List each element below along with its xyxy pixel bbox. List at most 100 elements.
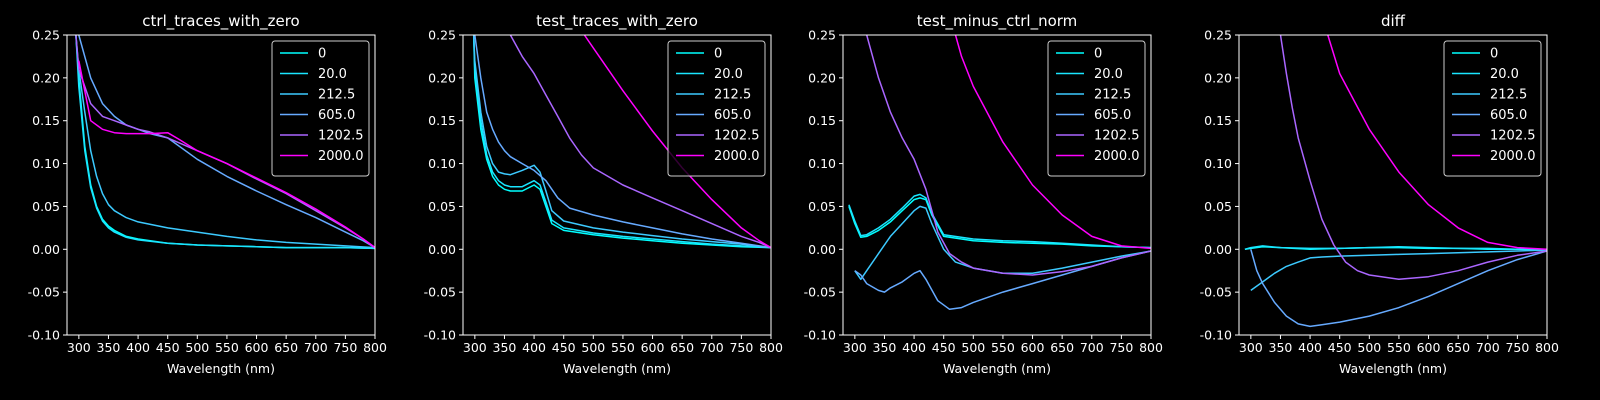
y-tick-label: 0.00	[32, 242, 60, 257]
x-tick-label: 650	[274, 340, 298, 355]
x-tick-label: 700	[1476, 340, 1500, 355]
y-tick-label: -0.10	[28, 328, 60, 343]
y-tick-label: 0.20	[428, 70, 456, 85]
series-line-1	[472, 35, 771, 249]
y-tick-label: 0.05	[428, 199, 456, 214]
x-tick-label: 600	[245, 340, 269, 355]
x-tick-label: 400	[522, 340, 546, 355]
y-tick-label: 0.05	[808, 199, 836, 214]
legend-label: 605.0	[318, 108, 355, 123]
legend-label: 20.0	[1490, 67, 1519, 82]
y-tick-label: -0.10	[804, 328, 836, 343]
x-tick-label: 700	[700, 340, 724, 355]
x-tick-label: 550	[215, 340, 239, 355]
x-tick-label: 450	[1328, 340, 1352, 355]
series-line-5	[1327, 35, 1547, 251]
series-line-3	[474, 35, 771, 249]
series-line-1	[848, 193, 1151, 249]
y-tick-label: 0.00	[808, 242, 836, 257]
x-tick-label: 800	[759, 340, 783, 355]
series-line-5	[954, 35, 1151, 250]
legend-label: 212.5	[1094, 88, 1131, 103]
legend-box	[271, 40, 370, 177]
y-tick-label: 0.25	[32, 28, 60, 43]
series-line-2	[75, 35, 375, 249]
legend: 0 20.0 212.5 605.0 1202.5 2000.0	[1047, 40, 1146, 177]
plot-area	[75, 35, 375, 250]
legend-label: 20.0	[1094, 67, 1123, 82]
x-tick-label: 700	[304, 340, 328, 355]
x-tick-label: 450	[932, 340, 956, 355]
chart-panel-2: 300 350 400 450 500 550 600 650 700 750 800 -0.10 -0…	[424, 12, 783, 376]
legend-label: 212.5	[1490, 88, 1527, 103]
x-tick-label: 400	[126, 340, 150, 355]
y-tick-label: 0.00	[1204, 242, 1232, 257]
x-tick-label: 400	[902, 340, 926, 355]
legend-label: 2000.0	[1490, 149, 1536, 164]
series-line-3	[78, 35, 375, 249]
series-line-2	[854, 205, 1151, 281]
series-line-3	[854, 250, 1151, 311]
y-tick-label: 0.00	[428, 242, 456, 257]
x-tick-label: 750	[1109, 340, 1133, 355]
x-tick-label: 300	[463, 340, 487, 355]
plot-area	[1244, 35, 1547, 328]
series-line-2	[472, 35, 771, 249]
legend-label: 605.0	[1094, 108, 1131, 123]
legend: 0 20.0 212.5 605.0 1202.5 2000.0	[271, 40, 370, 177]
y-tick-label: 0.10	[32, 156, 60, 171]
x-tick-label: 350	[1269, 340, 1293, 355]
legend-label: 0	[714, 47, 722, 62]
y-tick-label: 0.25	[428, 28, 456, 43]
chart-panel-3: 300 350 400 450 500 550 600 650 700 750 800 -0.10 -0…	[804, 12, 1163, 376]
y-tick-label: 0.15	[808, 113, 836, 128]
legend-label: 2000.0	[1094, 149, 1140, 164]
x-tick-label: 450	[552, 340, 576, 355]
legend-label: 1202.5	[1490, 129, 1536, 144]
chart-panel-4: 300 350 400 450 500 550 600 650 700 750 800 -0.10 -0…	[1200, 12, 1559, 376]
series-line-5	[78, 60, 375, 249]
x-tick-label: 750	[729, 340, 753, 355]
x-tick-label: 550	[611, 340, 635, 355]
y-tick-label: 0.15	[428, 113, 456, 128]
x-tick-label: 650	[670, 340, 694, 355]
x-tick-label: 350	[873, 340, 897, 355]
x-tick-label: 800	[1139, 340, 1163, 355]
y-tick-label: -0.05	[804, 285, 836, 300]
x-axis-label: Wavelength (nm)	[1339, 361, 1447, 376]
legend-label: 212.5	[714, 88, 751, 103]
legend: 0 20.0 212.5 605.0 1202.5 2000.0	[1443, 40, 1542, 177]
axes-frame	[66, 34, 376, 336]
x-tick-label: 300	[843, 340, 867, 355]
x-axis-label: Wavelength (nm)	[167, 361, 275, 376]
legend-label: 2000.0	[714, 149, 760, 164]
y-tick-label: -0.05	[28, 285, 60, 300]
series-line-4	[509, 35, 771, 249]
x-tick-label: 500	[581, 340, 605, 355]
x-tick-label: 350	[493, 340, 517, 355]
legend-label: 1202.5	[318, 129, 364, 144]
x-tick-label: 400	[1298, 340, 1322, 355]
x-tick-label: 300	[67, 340, 91, 355]
x-tick-label: 550	[991, 340, 1015, 355]
series-line-4	[865, 35, 1151, 276]
legend-label: 1202.5	[1094, 129, 1140, 144]
legend-label: 212.5	[318, 88, 355, 103]
y-tick-label: 0.25	[1204, 28, 1232, 43]
legend-box	[667, 40, 766, 177]
y-tick-label: 0.10	[428, 156, 456, 171]
x-tick-label: 450	[156, 340, 180, 355]
legend-label: 2000.0	[318, 149, 364, 164]
y-tick-label: 0.20	[808, 70, 836, 85]
chart-title: test_traces_with_zero	[536, 12, 698, 31]
x-tick-label: 500	[185, 340, 209, 355]
legend-label: 605.0	[714, 108, 751, 123]
x-axis-label: Wavelength (nm)	[563, 361, 671, 376]
x-tick-label: 500	[961, 340, 985, 355]
chart-title: diff	[1381, 12, 1406, 30]
y-tick-label: 0.25	[808, 28, 836, 43]
x-axis-label: Wavelength (nm)	[943, 361, 1051, 376]
y-tick-label: -0.05	[1200, 285, 1232, 300]
y-tick-label: -0.05	[424, 285, 456, 300]
